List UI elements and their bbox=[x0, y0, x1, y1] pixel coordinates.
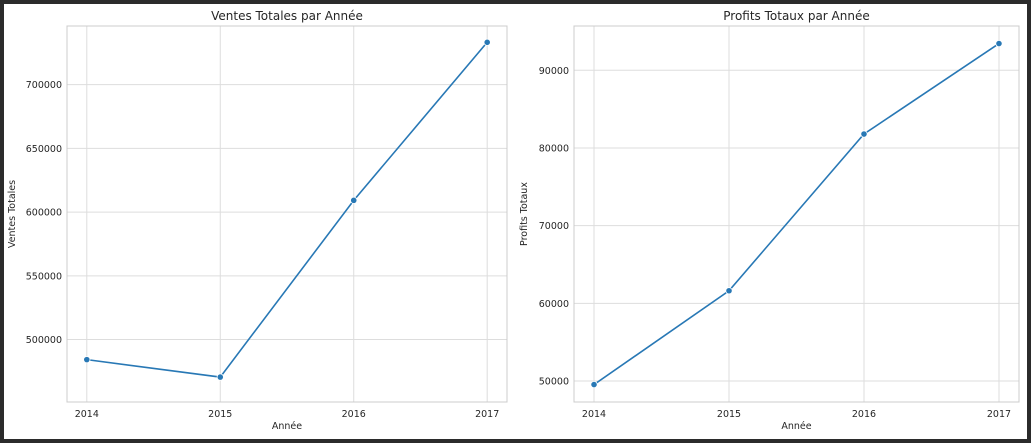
chart-1-series-line bbox=[86, 41, 488, 378]
chart-1-x-tick-label: 2016 bbox=[342, 409, 366, 420]
figure: 2014 2015 2016 2017 500000 550000 600000 650000… bbox=[4, 4, 1027, 439]
chart-2-y-tick-label: 60000 bbox=[539, 299, 569, 310]
chart-2-plot-frame bbox=[573, 25, 1020, 403]
chart-2-x-axis-label: Année bbox=[781, 421, 811, 432]
chart-2-x-tick-label: 2016 bbox=[852, 409, 876, 420]
chart-2-y-tick-label: 90000 bbox=[539, 66, 569, 77]
chart-1-title: Ventes Totales par Année bbox=[211, 9, 363, 23]
chart-2-y-tick-label: 80000 bbox=[539, 143, 569, 154]
chart-1-data-point bbox=[483, 38, 491, 46]
chart-2-x-tick-label: 2014 bbox=[582, 409, 606, 420]
chart-1-data-point bbox=[83, 356, 91, 364]
chart-2-data-point bbox=[590, 380, 598, 389]
chart-1-plot-area bbox=[67, 26, 507, 402]
chart-2-y-tick-label: 50000 bbox=[539, 377, 569, 388]
chart-2-series-line bbox=[593, 42, 1000, 386]
chart-1-y-tick-label: 550000 bbox=[26, 271, 62, 282]
chart-2-title: Profits Totaux par Année bbox=[723, 9, 869, 23]
chart-1-y-tick-label: 650000 bbox=[26, 144, 62, 155]
chart-1-x-axis-label: Année bbox=[272, 421, 302, 432]
chart-2-data-point bbox=[860, 130, 868, 138]
chart-1-data-point bbox=[216, 373, 224, 381]
chart-1-plot-frame bbox=[66, 25, 508, 403]
chart-1-y-tick-label: 500000 bbox=[26, 335, 62, 346]
chart-2-data-point bbox=[995, 39, 1003, 48]
chart-2-plot-area bbox=[574, 26, 1019, 402]
chart-2-y-tick-label: 70000 bbox=[539, 221, 569, 232]
chart-1-data-point bbox=[350, 196, 358, 204]
chart-2-x-tick-label: 2015 bbox=[717, 409, 741, 420]
chart-figure-svg: 2014 2015 2016 2017 500000 550000 600000 650000… bbox=[7, 9, 1020, 432]
chart-1-y-axis-label: Ventes Totales bbox=[7, 180, 18, 248]
chart-1-x-tick-label: 2017 bbox=[475, 409, 499, 420]
chart-1-y-tick-label: 600000 bbox=[26, 208, 62, 219]
chart-1-x-tick-label: 2014 bbox=[75, 409, 99, 420]
chart-1-y-tick-label: 700000 bbox=[26, 80, 62, 91]
chart-2-y-axis-label: Profits Totaux bbox=[519, 182, 530, 246]
chart-2-x-tick-label: 2017 bbox=[987, 409, 1011, 420]
chart-1-x-tick-label: 2015 bbox=[208, 409, 232, 420]
chart-2-data-point bbox=[725, 287, 733, 295]
